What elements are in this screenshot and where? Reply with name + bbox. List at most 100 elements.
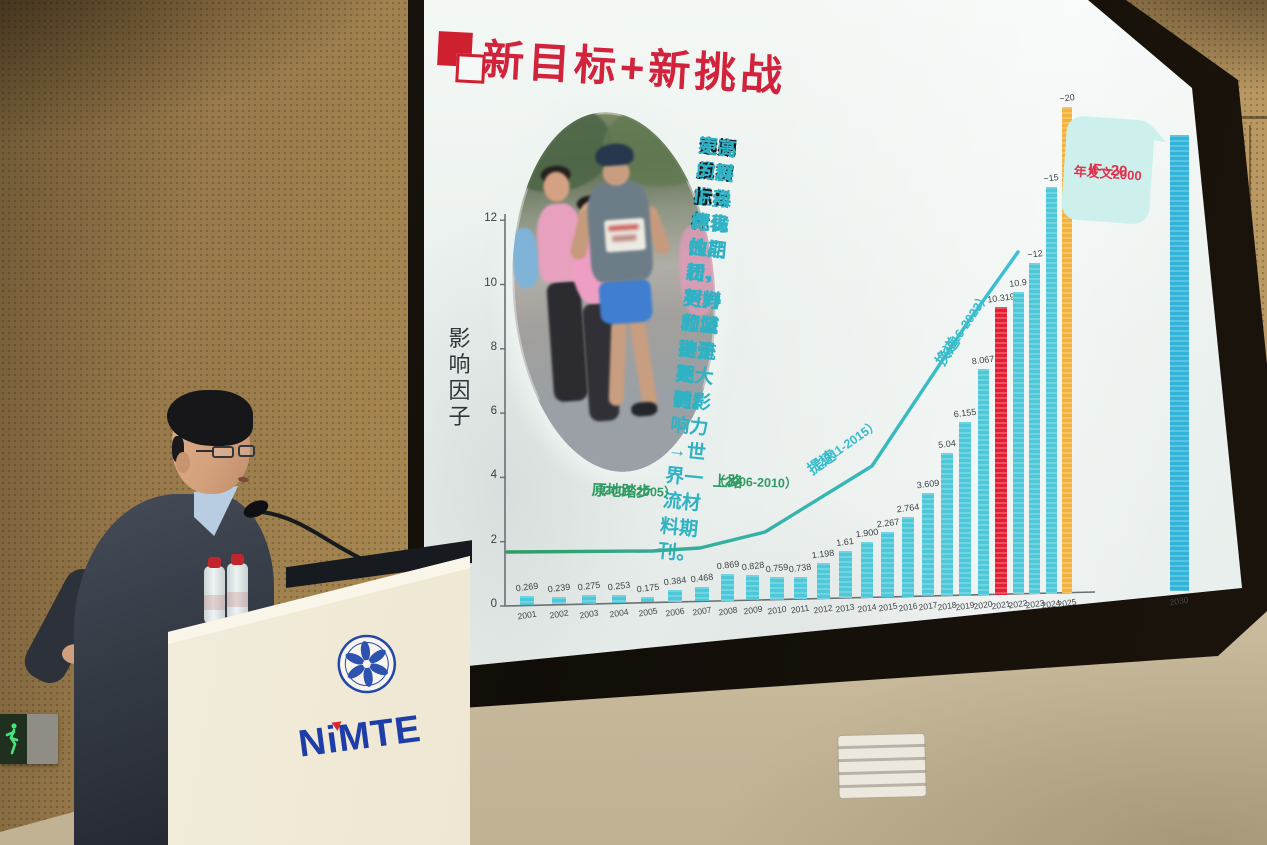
gooseneck-microphone [243,500,382,568]
x-tick-label: 2025 [1056,596,1078,610]
y-tick-label: 12 [484,212,497,225]
bar-2010 [770,576,784,600]
x-tick-label: 2006 [664,605,686,619]
x-tick-label: 2014 [856,601,878,615]
bar-2025 [1061,106,1073,594]
presenter-ear [176,452,190,473]
x-tick-label: 2010 [766,603,788,617]
bar-value-label: 1.900 [855,526,879,540]
bar-2022 [1012,291,1024,595]
y-tick-label: 6 [490,405,497,418]
bar-2009 [746,575,760,601]
y-tick-label: 10 [484,276,497,289]
x-tick-label: 2002 [548,607,569,621]
bar-value-label: 10.9 [1008,276,1028,289]
bar-value-label: 0.869 [715,558,740,572]
bar-2020 [977,368,990,596]
bar-2012 [816,563,830,599]
bottle-cap [208,557,221,568]
bar-value-label: 0.239 [546,581,571,595]
bar-value-label: 0.275 [577,579,602,593]
bar-value-label: 0.828 [740,559,765,573]
phase-years: （2006-2010） [712,473,798,491]
bar-2002 [551,596,566,605]
nimte-emblem-logo [337,634,397,694]
bar-2006 [668,589,682,602]
bar-2004 [611,595,626,603]
bottle-cap [231,554,244,565]
x-tick-label: 2005 [637,605,658,619]
bar-value-label: 0.468 [690,571,714,585]
x-tick-label: 2011 [790,602,811,616]
x-tick-label: 2015 [877,600,898,614]
bar-value-label: 0.269 [515,580,539,594]
presenter-glasses [212,446,234,458]
bar-2024 [1045,186,1057,594]
bar-value-label: 8.067 [971,353,996,366]
bar-value-label: ~12 [1026,247,1044,260]
x-tick-label: 2001 [516,608,538,622]
bar-value-label: ~20 [1058,91,1076,104]
water-bottle [204,557,225,624]
bar-2013 [839,550,852,599]
bar-2030 [1169,135,1189,591]
water-bottle [227,554,248,621]
bar-value-label: 0.253 [607,579,631,593]
bar-2017 [921,493,934,597]
bar-2018 [940,452,953,596]
emergency-exit-sign [0,714,58,764]
x-tick-label: 2003 [579,607,600,621]
x-tick-label: 2008 [717,604,738,618]
y-axis-title: 影响因子 [448,326,471,429]
bar-value-label: 0.759 [765,561,789,575]
phase-years: （2001-2005） [591,482,677,500]
bar-2023 [1029,262,1041,595]
bar-value-label: 5.04 [937,437,957,450]
x-tick-label: 2030 [1168,594,1190,608]
bar-2008 [720,574,735,601]
goal-callout-bubble: IF~20 年发文2000 [1060,115,1156,225]
presenter-glasses [238,445,255,457]
bar-value-label: 0.738 [788,561,813,575]
y-tick-label: 4 [490,469,497,482]
bar-2003 [582,594,597,604]
bar-2016 [901,517,915,597]
bar-2011 [793,577,807,600]
y-tick-label: 8 [490,340,497,353]
bar-value-label: 3.609 [915,477,940,491]
nimte-logo-red-accent [331,721,343,732]
bar-2007 [695,586,709,602]
x-tick-label: 2016 [897,600,919,614]
x-tick-label: 2018 [936,599,957,613]
bar-value-label: 0.175 [635,581,660,595]
x-tick-label: 2012 [813,602,834,616]
y-tick-label: 0 [490,598,497,610]
bar-value-label: 1.198 [811,547,836,561]
bar-2019 [959,421,972,596]
bar-value-label: ~15 [1042,172,1060,184]
y-tick-label: 2 [490,533,497,546]
presenter-glasses-temple [196,450,214,452]
x-tick-label: 2007 [691,604,713,618]
bar-2001 [519,596,535,605]
bar-2015 [881,531,894,598]
bar-value-label: 0.384 [663,574,687,588]
x-tick-label: 2013 [835,601,856,615]
bar-2014 [860,542,874,598]
phase-years: （2011-2015） [805,417,883,477]
bar-value-label: 6.155 [953,406,978,419]
x-tick-label: 2004 [608,606,630,620]
bottle-label [204,595,225,610]
bottle-label [227,592,248,607]
bar-2021 [995,306,1007,595]
x-tick-label: 2009 [742,603,763,617]
bar-value-label: 2.267 [875,516,900,529]
bar-2005 [640,596,655,603]
bar-value-label: 1.61 [836,535,855,548]
callout-line2: 年发文2000 [1073,163,1143,183]
running-man-icon [5,723,19,755]
x-tick-label: 2017 [917,599,938,613]
bar-value-label: 2.764 [896,501,920,515]
